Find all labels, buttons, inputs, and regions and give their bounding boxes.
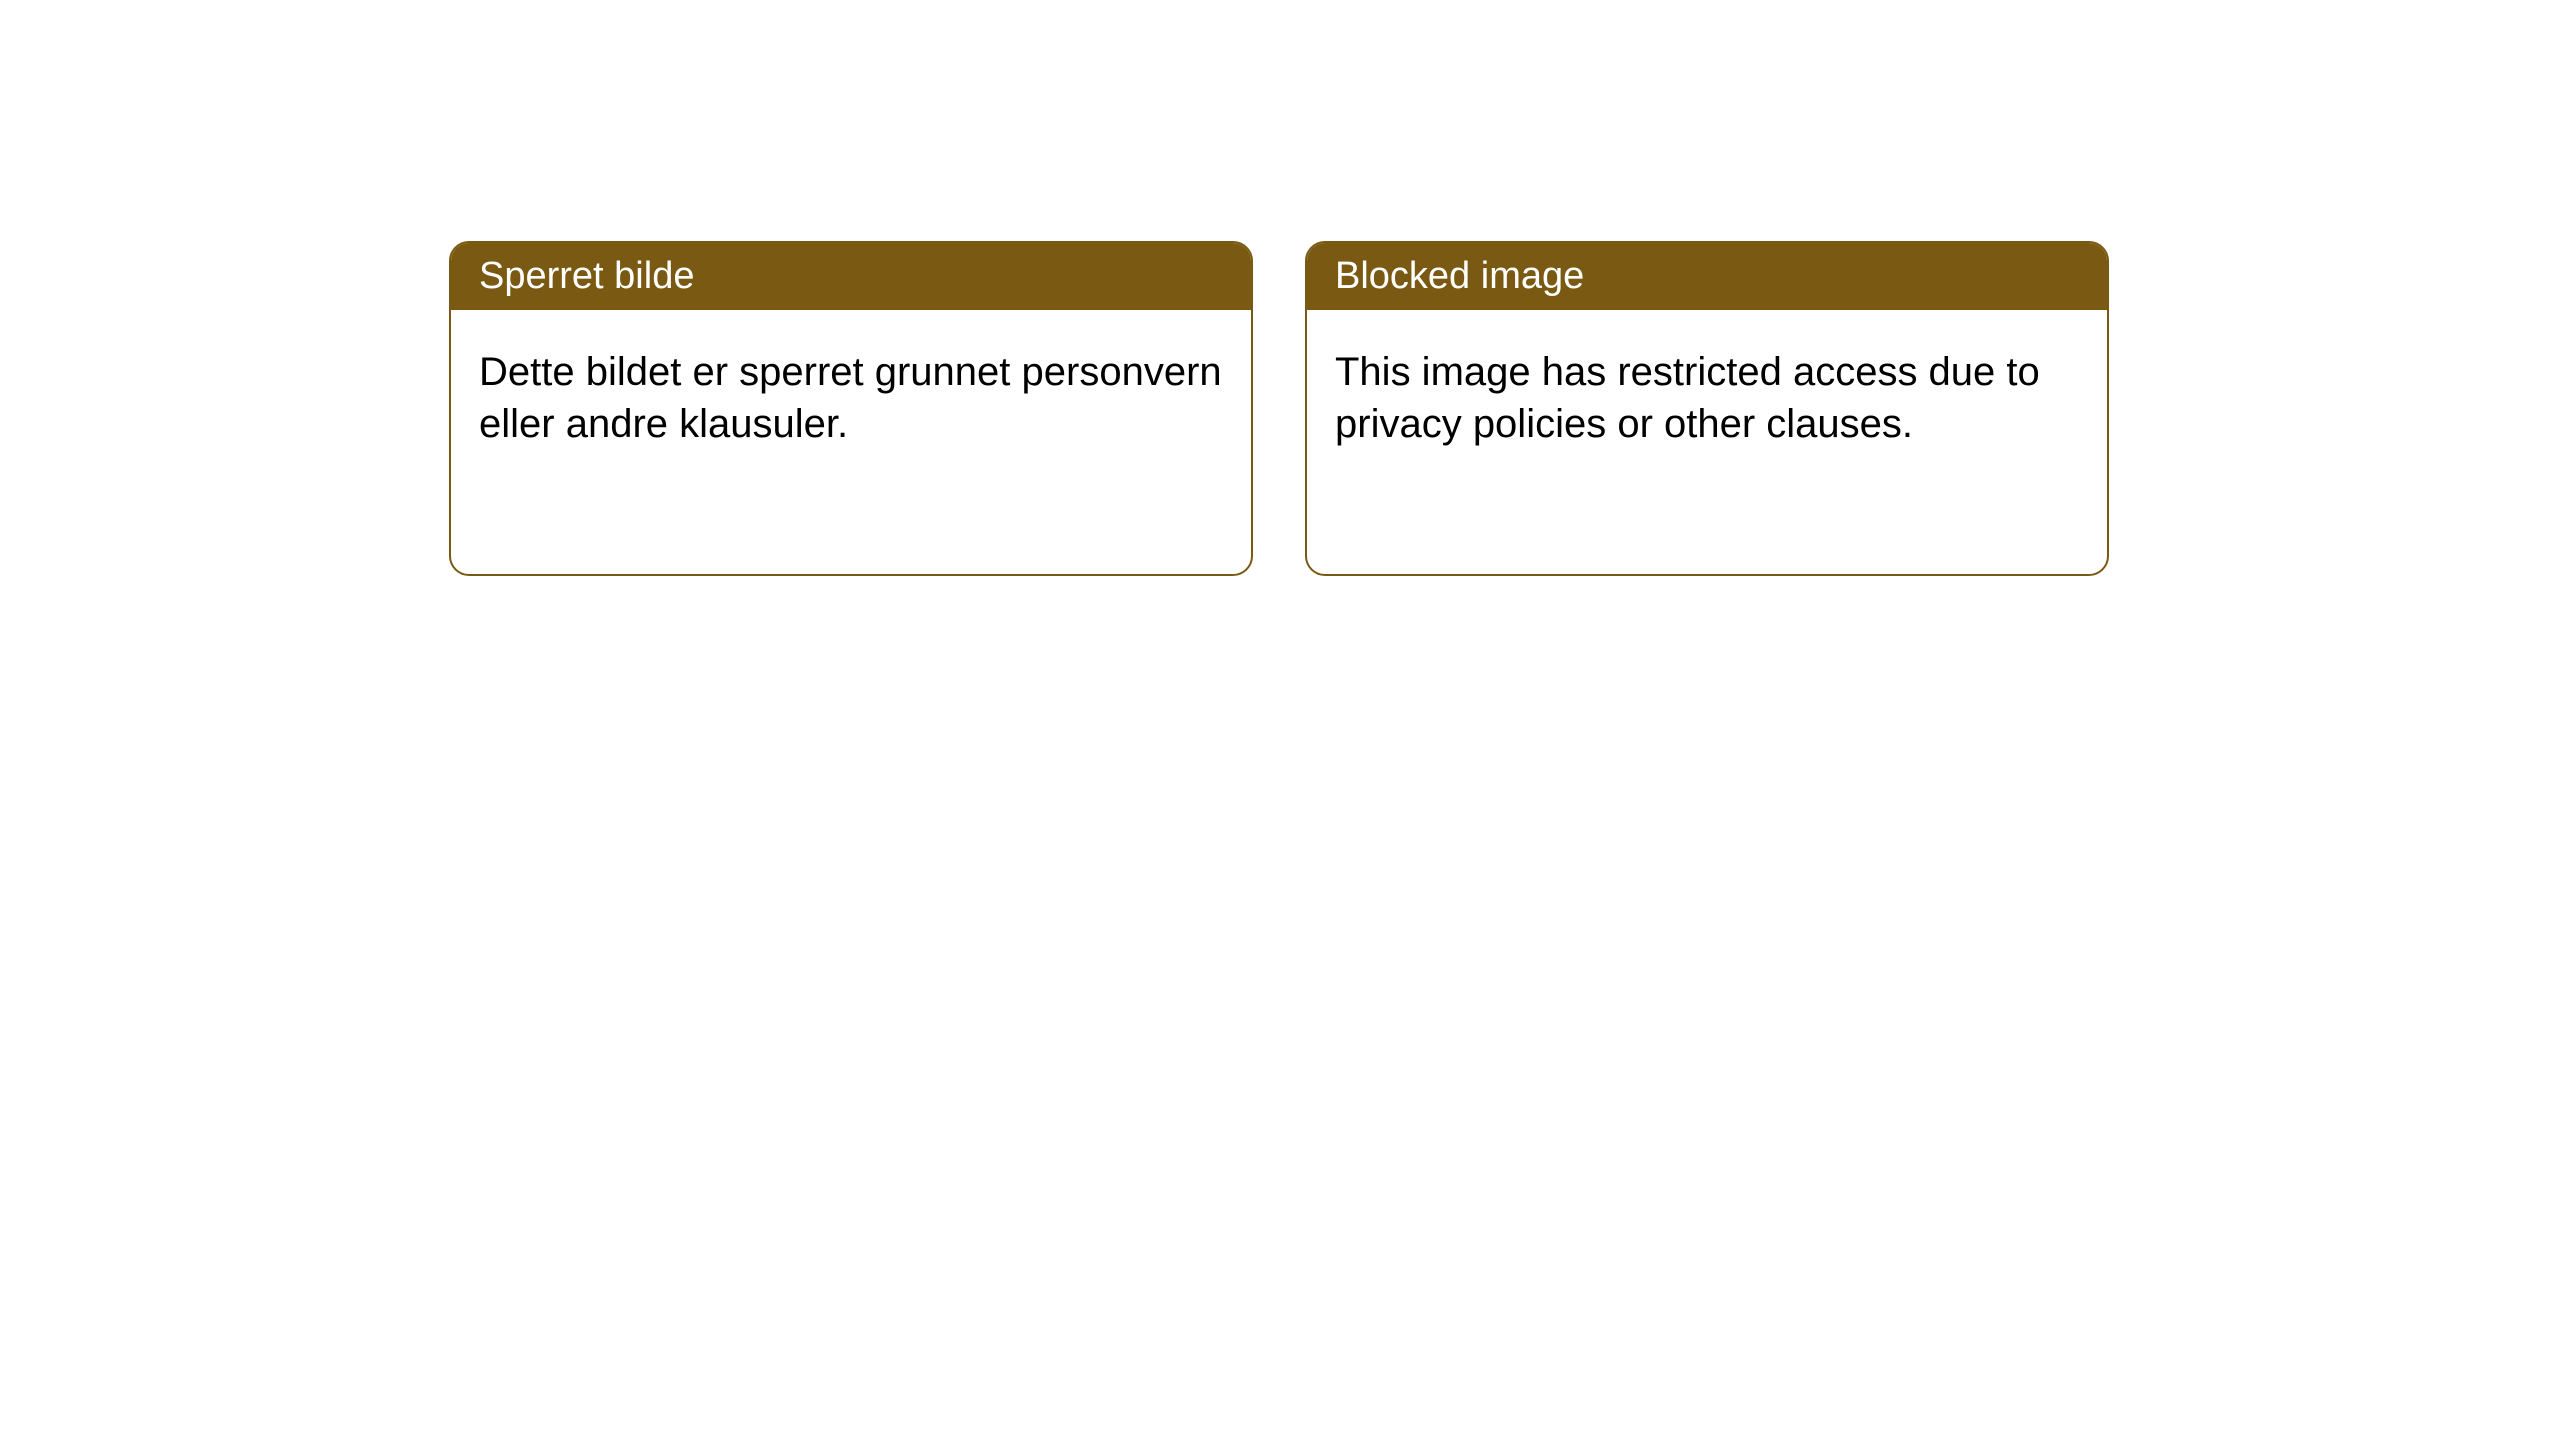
notice-title-norwegian: Sperret bilde (451, 243, 1251, 310)
notice-body-english: This image has restricted access due to … (1307, 310, 2107, 486)
notice-container: Sperret bilde Dette bildet er sperret gr… (0, 0, 2560, 576)
notice-title-english: Blocked image (1307, 243, 2107, 310)
notice-card-norwegian: Sperret bilde Dette bildet er sperret gr… (449, 241, 1253, 576)
notice-card-english: Blocked image This image has restricted … (1305, 241, 2109, 576)
notice-body-norwegian: Dette bildet er sperret grunnet personve… (451, 310, 1251, 486)
